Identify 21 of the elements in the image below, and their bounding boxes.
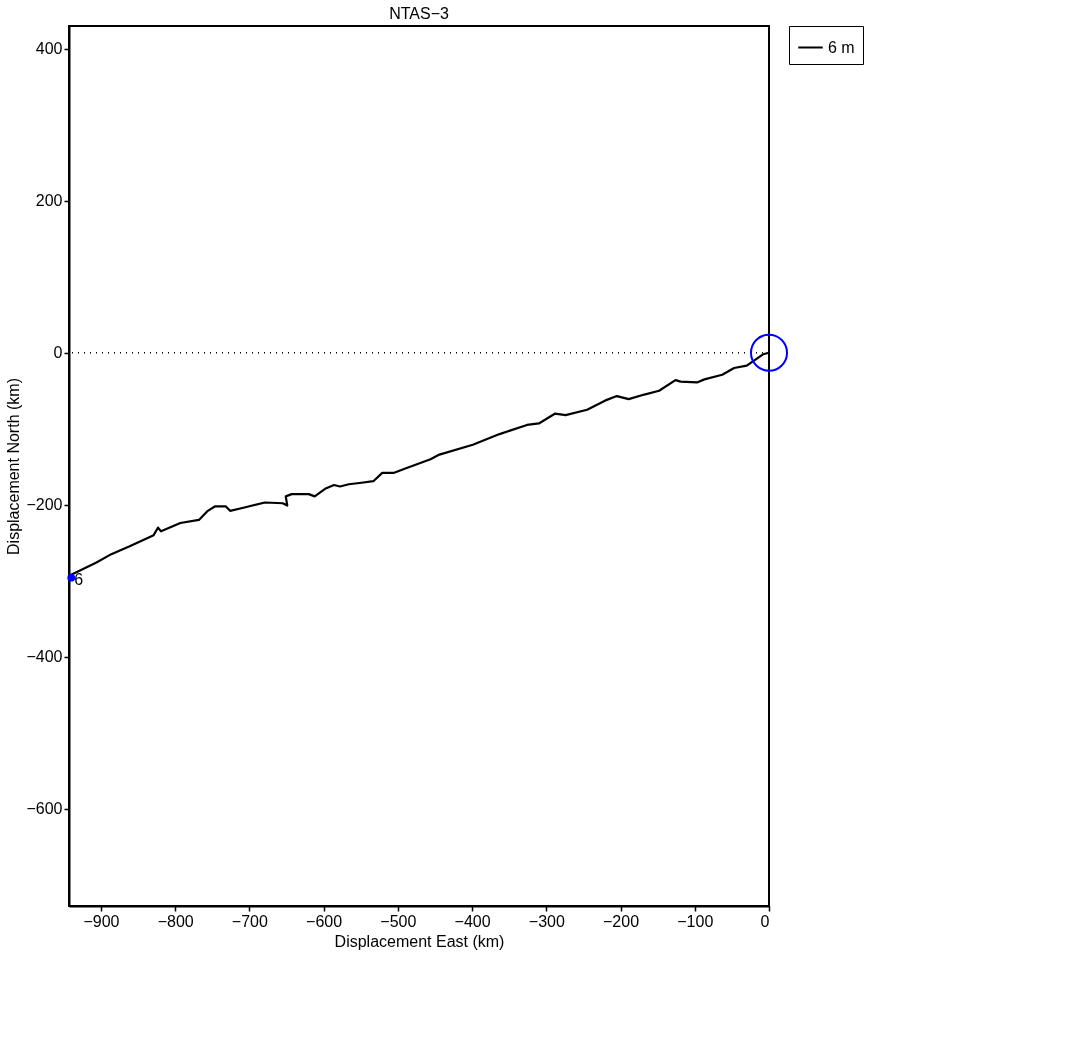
y-tick-label: 400 [35,40,63,58]
x-tick-label: −700 [231,912,268,930]
x-tick-label: −400 [454,912,491,930]
x-tick-label: 0 [760,912,770,930]
legend-label: 6 m [828,38,855,56]
x-tick-label: −500 [380,912,417,930]
y-tick-label: −200 [26,496,63,514]
y-tick-label: −600 [26,800,63,818]
y-tick-label: 200 [35,192,63,210]
x-tick-label: −900 [83,912,120,930]
x-tick-label: −100 [677,912,714,930]
annotation: 6 [74,570,84,588]
x-tick-label: −600 [306,912,343,930]
x-tick-label: −200 [603,912,640,930]
y-tick-label: −400 [26,648,63,666]
chart-title: NTAS−3 [389,4,449,22]
x-tick-label: −800 [157,912,194,930]
x-tick-label: −300 [528,912,565,930]
y-axis-title: Displacement North (km) [5,378,23,555]
x-axis-title: Displacement East (km) [334,932,505,950]
y-tick-label: 0 [53,344,63,362]
